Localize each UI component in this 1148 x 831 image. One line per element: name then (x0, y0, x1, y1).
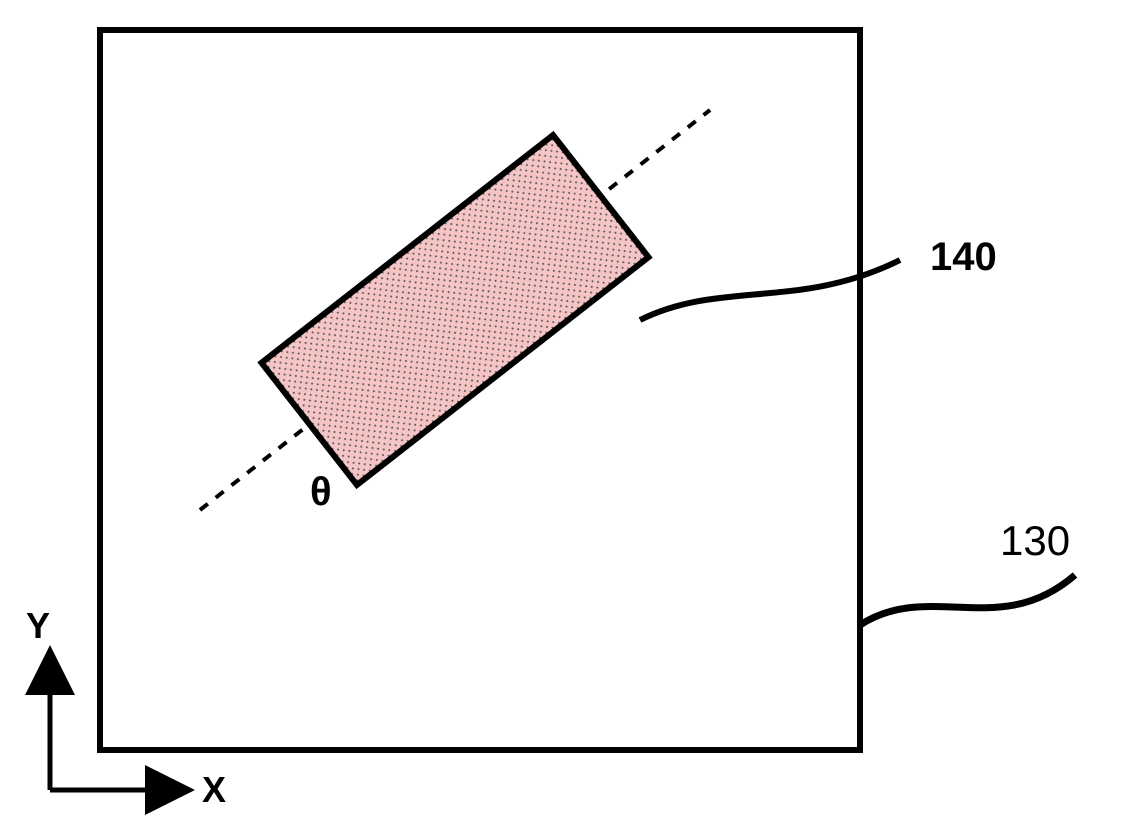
angle-theta-label: θ (310, 470, 332, 514)
diagram-svg: θ 140 130 X Y (0, 0, 1148, 826)
leader-line-130 (860, 575, 1075, 625)
diagram-container: θ 140 130 X Y (0, 0, 1148, 826)
reference-label-130: 130 (1000, 517, 1070, 564)
x-axis-label: X (202, 769, 226, 810)
y-axis-label: Y (26, 605, 50, 646)
rotated-rectangle (262, 135, 649, 485)
rotated-rectangle-group (262, 135, 649, 485)
reference-label-140: 140 (930, 235, 997, 279)
